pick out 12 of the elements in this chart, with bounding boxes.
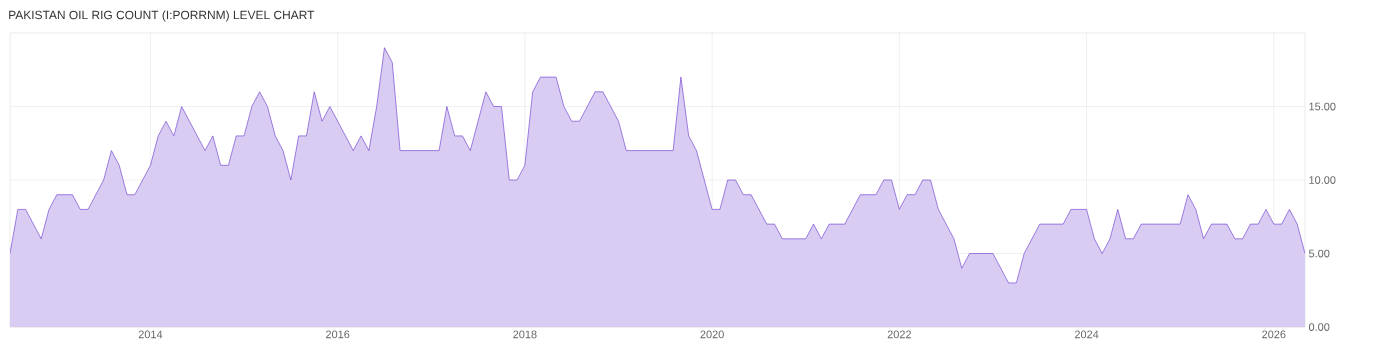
x-tick-label: 2018: [513, 330, 537, 339]
x-tick-label: 2026: [1262, 330, 1286, 339]
x-tick-label: 2016: [326, 330, 350, 339]
chart-title: PAKISTAN OIL RIG COUNT (I:PORRNM) LEVEL CHART: [9, 10, 315, 22]
y-tick-label: 0.00: [1308, 323, 1330, 331]
y-tick-label: 15.00: [1309, 102, 1336, 111]
x-tick-label: 2024: [1074, 330, 1099, 339]
y-tick-label: 5.00: [1308, 249, 1330, 258]
y-tick-label: 10.00: [1309, 176, 1336, 184]
x-tick-label: 2022: [887, 330, 911, 339]
x-tick-label: 2020: [700, 330, 724, 339]
x-tick-label: 2014: [138, 330, 163, 339]
